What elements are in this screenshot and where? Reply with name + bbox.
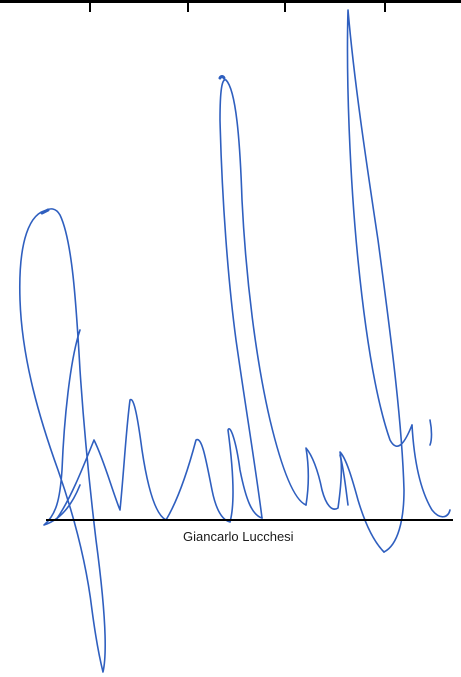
signatory-name: Giancarlo Lucchesi <box>183 529 294 544</box>
top-table-border <box>0 0 461 12</box>
signature-strokes <box>18 9 451 673</box>
